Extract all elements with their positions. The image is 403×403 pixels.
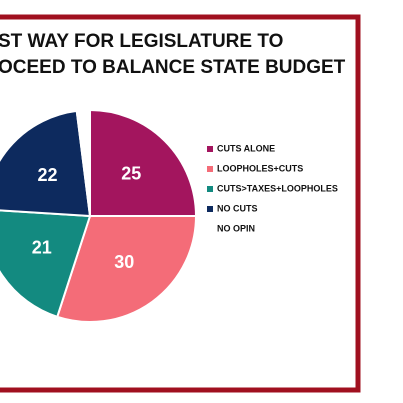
- legend-label: LOOPHOLES+CUTS: [217, 163, 303, 173]
- legend-label: NO OPIN: [217, 223, 255, 233]
- pie-slice: [75, 108, 91, 217]
- legend-swatch: [207, 186, 213, 192]
- pie-slice: [0, 109, 92, 218]
- chart-title: OCEED TO BALANCE STATE BUDGET: [0, 57, 346, 78]
- legend-swatch: [207, 226, 213, 232]
- pie-slice: [0, 209, 92, 319]
- data-label: 30: [114, 252, 134, 272]
- pie-slice: [89, 108, 198, 217]
- legend-swatch: [207, 166, 213, 172]
- data-label: 25: [121, 164, 141, 184]
- legend-label: CUTS ALONE: [217, 143, 275, 153]
- legend-swatch: [207, 206, 213, 212]
- data-label: 21: [32, 238, 52, 258]
- legend-label: CUTS>TAXES+LOOPHOLES: [217, 183, 338, 193]
- chart-title: ST WAY FOR LEGISLATURE TO: [0, 31, 283, 52]
- data-label: 22: [37, 165, 57, 185]
- legend-label: NO CUTS: [217, 203, 258, 213]
- frame: [0, 14, 361, 393]
- pie-slice: [55, 215, 198, 323]
- legend-swatch: [207, 146, 213, 152]
